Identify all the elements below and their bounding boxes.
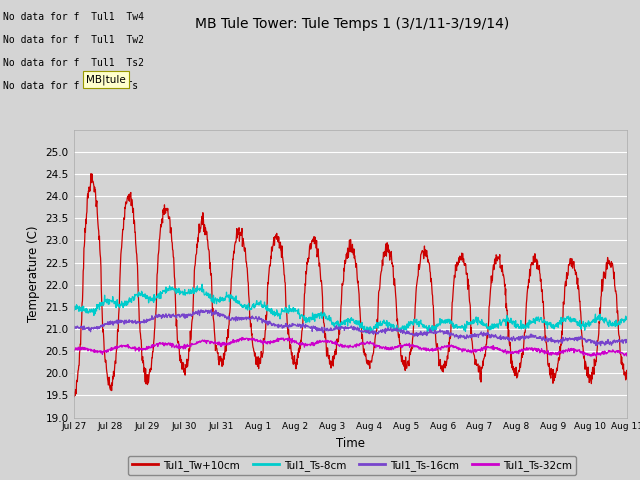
Tul1_Ts-16cm	[207, 307, 215, 312]
X-axis label: Time: Time	[336, 437, 365, 450]
Legend: Tul1_Tw+10cm, Tul1_Ts-8cm, Tul1_Ts-16cm, Tul1_Ts-32cm: Tul1_Tw+10cm, Tul1_Ts-8cm, Tul1_Ts-16cm,…	[128, 456, 576, 475]
Tul1_Ts-8cm	[316, 312, 324, 318]
Line: Tul1_Ts-16cm: Tul1_Ts-16cm	[74, 310, 627, 346]
Tul1_Tw+10cm	[70, 386, 77, 392]
Tul1_Tw+10cm	[70, 394, 78, 400]
Tul1_Tw+10cm	[385, 250, 393, 255]
Tul1_Ts-32cm	[326, 338, 334, 344]
Tul1_Tw+10cm	[305, 250, 313, 255]
Tul1_Tw+10cm	[317, 276, 324, 282]
Line: Tul1_Tw+10cm: Tul1_Tw+10cm	[74, 174, 627, 397]
Tul1_Ts-16cm	[623, 339, 631, 345]
Tul1_Ts-32cm	[113, 344, 120, 349]
Line: Tul1_Ts-8cm: Tul1_Ts-8cm	[74, 284, 627, 333]
Tul1_Ts-8cm	[362, 330, 370, 336]
Y-axis label: Temperature (C): Temperature (C)	[27, 225, 40, 322]
Tul1_Ts-16cm	[70, 323, 77, 328]
Tul1_Ts-32cm	[385, 347, 393, 353]
Tul1_Ts-16cm	[113, 320, 120, 326]
Tul1_Ts-16cm	[385, 326, 393, 332]
Line: Tul1_Ts-32cm: Tul1_Ts-32cm	[74, 337, 627, 356]
Tul1_Ts-32cm	[70, 346, 77, 352]
Tul1_Ts-16cm	[326, 328, 334, 334]
Tul1_Ts-8cm	[113, 302, 120, 308]
Tul1_Ts-8cm	[135, 290, 143, 296]
Tul1_Tw+10cm	[623, 376, 631, 382]
Tul1_Ts-8cm	[385, 320, 393, 325]
Tul1_Ts-16cm	[305, 324, 313, 330]
Text: MB Tule Tower: Tule Temps 1 (3/1/11-3/19/14): MB Tule Tower: Tule Temps 1 (3/1/11-3/19…	[195, 17, 509, 31]
Tul1_Tw+10cm	[327, 358, 335, 364]
Tul1_Ts-32cm	[238, 335, 246, 340]
Text: No data for f  Tul1  Tw2: No data for f Tul1 Tw2	[3, 35, 144, 45]
Tul1_Ts-8cm	[326, 317, 334, 323]
Tul1_Ts-32cm	[316, 339, 324, 345]
Tul1_Tw+10cm	[136, 319, 143, 325]
Text: No data for f  Tul1  Tw4: No data for f Tul1 Tw4	[3, 12, 144, 22]
Tul1_Tw+10cm	[87, 171, 95, 177]
Tul1_Ts-8cm	[305, 314, 313, 320]
Tul1_Ts-8cm	[198, 281, 206, 287]
Tul1_Ts-8cm	[70, 305, 77, 311]
Tul1_Ts-32cm	[623, 350, 631, 356]
Tul1_Tw+10cm	[113, 341, 121, 347]
Tul1_Ts-32cm	[305, 342, 313, 348]
Tul1_Ts-32cm	[593, 353, 600, 359]
Tul1_Ts-32cm	[135, 348, 143, 354]
Text: No data for f  Tul1  Ts: No data for f Tul1 Ts	[3, 81, 138, 91]
Tul1_Ts-16cm	[135, 319, 143, 324]
Text: MB|tule: MB|tule	[86, 74, 126, 85]
Text: No data for f  Tul1  Ts2: No data for f Tul1 Ts2	[3, 58, 144, 68]
Tul1_Ts-16cm	[316, 327, 324, 333]
Tul1_Ts-8cm	[623, 314, 631, 320]
Tul1_Ts-16cm	[596, 343, 604, 348]
